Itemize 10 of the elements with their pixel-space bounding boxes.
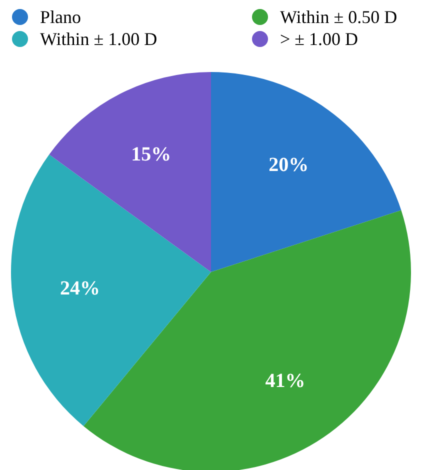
data-label: 15% xyxy=(131,143,172,166)
pie-slice xyxy=(49,72,211,272)
legend-label: Within ± 0.50 D xyxy=(280,7,398,27)
legend-label: > ± 1.00 D xyxy=(280,29,358,49)
data-label: 20% xyxy=(268,154,309,176)
data-label: 41% xyxy=(265,370,306,392)
legend-label: Plano xyxy=(40,7,82,27)
legend-label: Within ± 1.00 D xyxy=(40,29,158,49)
pie-slice xyxy=(211,72,402,272)
data-label: 24% xyxy=(60,278,100,300)
